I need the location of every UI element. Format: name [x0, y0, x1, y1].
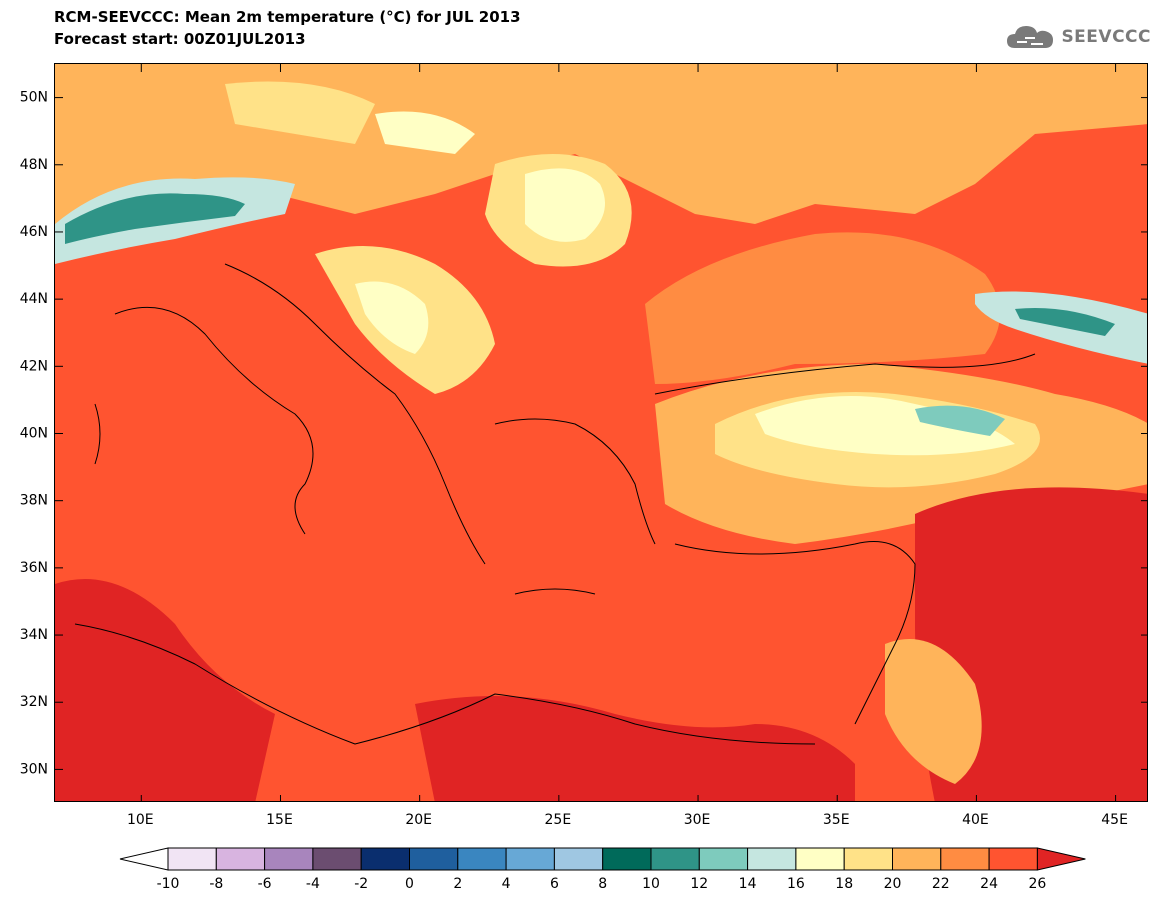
colorbar-box	[747, 847, 797, 871]
colorbar-box	[215, 847, 266, 871]
field-zone-black-sea	[645, 232, 1000, 384]
colorbar-box	[312, 847, 362, 871]
lon-label: 15E	[266, 812, 293, 828]
colorbar-box	[988, 847, 1038, 871]
lat-label: 38N	[20, 493, 48, 509]
colorbar-tick-label: 12	[690, 876, 708, 892]
lon-ticks	[140, 64, 1117, 801]
colorbar-tick-label: 10	[642, 876, 660, 892]
temperature-map	[54, 63, 1148, 802]
colorbar-tick-labels: -10 -8 -6 -4 -2 0 2 4 6 8 10 12 14 16 18 20 22 24 26	[157, 876, 1047, 892]
lat-ticks	[55, 97, 1147, 770]
temperature-field	[55, 64, 1147, 801]
colorbar-box	[360, 847, 411, 871]
field-zone-libya	[55, 579, 275, 801]
colorbar-tick-label: 22	[932, 876, 950, 892]
colorbar-tick-label: 0	[405, 876, 414, 892]
colorbar-tick-label: 8	[598, 876, 607, 892]
colorbar-tick-label: 18	[835, 876, 853, 892]
coastlines	[74, 263, 1036, 745]
lon-label: 40E	[962, 812, 989, 828]
lon-label: 20E	[405, 812, 432, 828]
colorbar-high-triangle	[1036, 847, 1086, 871]
field-zone-czech	[375, 111, 475, 154]
colorbar-tick-label: -8	[209, 876, 223, 892]
colorbar-box	[940, 847, 990, 871]
lon-label: 25E	[545, 812, 572, 828]
colorbar-low-triangle	[119, 847, 169, 871]
colorbar-tick-label: -10	[157, 876, 180, 892]
lat-label: 50N	[20, 90, 48, 106]
colorbar-box	[698, 847, 749, 871]
lat-label: 46N	[20, 224, 48, 240]
colorbar-box	[553, 847, 604, 871]
field-zone-anatolia-high	[755, 396, 1015, 456]
colorbar-boxes	[119, 847, 1086, 871]
lat-label: 42N	[20, 358, 48, 374]
lat-label: 44N	[20, 291, 48, 307]
lat-label: 30N	[20, 761, 48, 777]
colorbar-tick-label: 2	[453, 876, 462, 892]
lon-label: 10E	[127, 812, 154, 828]
field-zone-alps-core	[65, 193, 245, 244]
lon-label: 30E	[684, 812, 711, 828]
logo-text: SEEVCCC	[1061, 27, 1151, 47]
cloud-icon	[1007, 26, 1054, 48]
colorbar-box	[602, 847, 652, 871]
map-title: RCM-SEEVCCC: Mean 2m temperature (°C) fo…	[54, 8, 521, 26]
colorbar-tick-label: 20	[884, 876, 902, 892]
colorbar-tick-label: 4	[502, 876, 511, 892]
colorbar: -10 -8 -6 -4 -2 0 2 4 6 8 10 12 14 16 18 20 22 24 26	[119, 847, 1086, 892]
field-zone-carpathians-core	[525, 168, 605, 242]
colorbar-tick-label: 14	[739, 876, 757, 892]
colorbar-box	[457, 847, 507, 871]
colorbar-box	[892, 847, 942, 871]
colorbar-tick-label: -6	[258, 876, 272, 892]
colorbar-box	[264, 847, 314, 871]
lon-label: 45E	[1101, 812, 1128, 828]
field-zone-anatolia-peak	[915, 405, 1005, 436]
colorbar-tick-label: 16	[787, 876, 805, 892]
lat-label: 36N	[20, 560, 48, 576]
seevccc-logo: SEEVCCC	[1005, 22, 1151, 52]
field-zone-jordan	[885, 639, 982, 784]
colorbar-tick-label: -4	[306, 876, 320, 892]
lon-labels: 10E 15E 20E 25E 30E 35E 40E 45E	[127, 812, 1128, 828]
field-zone-alps-north	[225, 81, 375, 144]
lat-label: 34N	[20, 627, 48, 643]
lat-label: 48N	[20, 157, 48, 173]
colorbar-box	[167, 847, 217, 871]
lat-label: 32N	[20, 694, 48, 710]
colorbar-tick-label: 26	[1028, 876, 1046, 892]
lat-label: 40N	[20, 426, 48, 442]
colorbar-box	[409, 847, 459, 871]
colorbar-box	[505, 847, 555, 871]
colorbar-tick-label: 6	[550, 876, 559, 892]
colorbar-box	[650, 847, 700, 871]
lat-labels: 50N 48N 46N 44N 42N 40N 38N 36N 34N 32N 30N	[20, 90, 48, 778]
colorbar-box	[843, 847, 894, 871]
field-zone-egypt	[415, 696, 855, 801]
colorbar-tick-label: 24	[980, 876, 998, 892]
field-zone-caucasus-core	[1015, 308, 1115, 336]
field-zone-balkans-core	[355, 281, 429, 354]
lon-label: 35E	[823, 812, 850, 828]
forecast-start-label: Forecast start: 00Z01JUL2013	[54, 30, 306, 48]
colorbar-box	[795, 847, 845, 871]
colorbar-tick-label: -2	[354, 876, 368, 892]
